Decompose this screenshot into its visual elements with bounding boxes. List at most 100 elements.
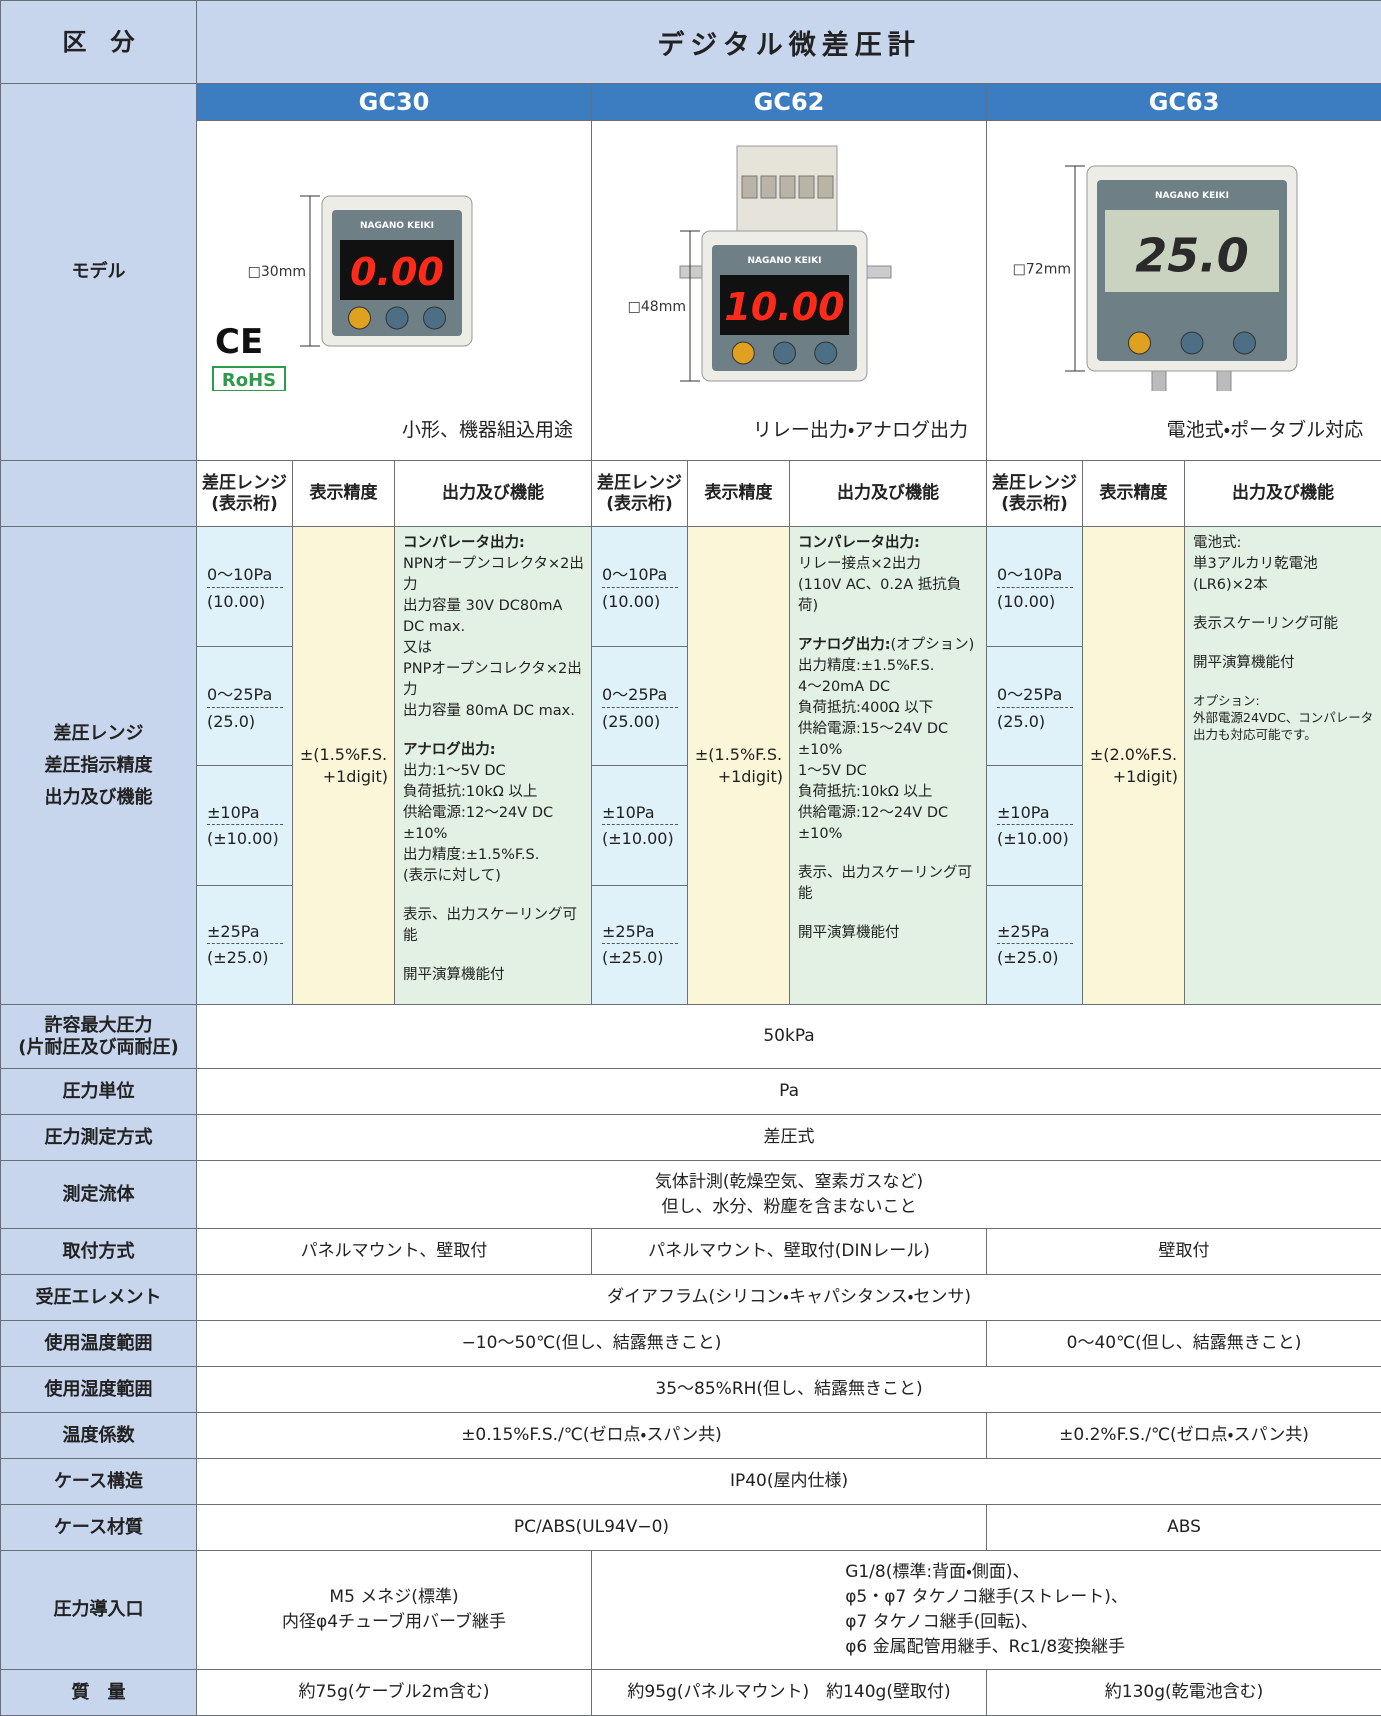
spec-value-line: ダイアフラム(シリコン・キャパシタンス・センサ) — [197, 1285, 1381, 1310]
table-row: 質 量約75g(ケーブル2m含む)約95g(パネルマウント) 約140g(壁取付… — [1, 1670, 1381, 1716]
row-label: 許容最大圧力(片耐圧及び両耐圧) — [1, 1005, 197, 1069]
function-heading-text: コンパレータ出力: — [798, 535, 920, 551]
range: ±10Pa — [997, 803, 1073, 825]
function-line: 供給電源:12〜24V DC — [403, 803, 585, 824]
accuracy-line: +1digit) — [293, 766, 394, 788]
function-line: 開平演算機能付 — [798, 923, 980, 944]
row-label: 温度係数 — [1, 1413, 197, 1459]
function-block: 表示スケーリング可能 — [1193, 614, 1375, 635]
spec-value-line: パネルマウント、壁取付 — [197, 1239, 591, 1264]
spec-value: 50kPa — [197, 1005, 1381, 1069]
model-caption: リレー出力・アナログ出力 — [753, 415, 968, 442]
function-note-line: 外部電源24VDC、コンパレータ出力も対応可能です。 — [1193, 709, 1375, 743]
function-line: DC max. — [403, 617, 585, 638]
spec-value-line: 但し、水分、粉塵を含まないこと — [197, 1195, 1381, 1220]
functions-cell: 電池式:単3アルカリ乾電池(LR6)×2本表示スケーリング可能開平演算機能付オプ… — [1185, 527, 1381, 1005]
range-digits: (25.0) — [997, 708, 1082, 731]
spec-value-line: 0〜40℃(但し、結露無きこと) — [987, 1331, 1381, 1356]
function-line: 出力容量 30V DC80mA — [403, 596, 585, 617]
table-row: 使用温度範囲−10〜50℃(但し、結露無きこと)0〜40℃(但し、結露無きこと) — [1, 1321, 1381, 1367]
row-label: 圧力測定方式 — [1, 1115, 197, 1161]
range: 0〜25Pa — [207, 681, 283, 708]
dimension-label: □48mm — [628, 299, 686, 315]
range-digits: (±25.0) — [207, 944, 292, 967]
range: ±25Pa — [207, 922, 283, 944]
function-line: 出力容量 80mA DC max. — [403, 701, 585, 722]
brand: NAGANO KEIKI — [748, 256, 822, 266]
range: 0〜10Pa — [997, 561, 1073, 588]
spec-value: PC/ABS(UL94V−0) — [197, 1505, 987, 1551]
function-line: リレー接点×2出力 — [798, 554, 980, 575]
function-line: 表示スケーリング可能 — [1193, 614, 1375, 635]
spec-value-line: 差圧式 — [197, 1125, 1381, 1150]
function-block: 開平演算機能付 — [1193, 653, 1375, 674]
model-name: GC63 — [987, 84, 1381, 121]
dimension-label: □30mm — [248, 264, 306, 280]
row-label-line: 温度係数 — [1, 1425, 196, 1447]
functions-cell: コンパレータ出力:リレー接点×2出力(110V AC、0.2A 抵抗負荷)アナロ… — [790, 527, 987, 1005]
spec-value: ABS — [987, 1505, 1381, 1551]
spec-value: ダイアフラム(シリコン・キャパシタンス・センサ) — [197, 1275, 1381, 1321]
range: 0〜25Pa — [602, 681, 678, 708]
spec-value-block: −10〜50℃(但し、結露無きこと) — [197, 1331, 986, 1356]
terminal — [780, 176, 795, 198]
spec-value-block: 35〜85%RH(但し、結露無きこと) — [197, 1377, 1381, 1402]
row-label: 質 量 — [1, 1670, 197, 1716]
range-digits: (±10.00) — [997, 825, 1082, 848]
nozzle — [867, 266, 891, 278]
spec-value: 約95g(パネルマウント) 約140g(壁取付) — [592, 1670, 987, 1716]
row-label: 圧力単位 — [1, 1069, 197, 1115]
function-line: 表示、出力スケーリング可能 — [403, 905, 585, 947]
spec-header: 出力及び機能 — [790, 461, 987, 527]
spec-value: パネルマウント、壁取付 — [197, 1229, 592, 1275]
function-line: (110V AC、0.2A 抵抗負荷) — [798, 575, 980, 617]
function-line: 負荷抵抗:400Ω 以下 — [798, 698, 980, 719]
row-label-line: 圧力単位 — [1, 1081, 196, 1103]
function-line: ±10% — [798, 824, 980, 845]
row-label-line: ケース材質 — [1, 1517, 196, 1539]
row-label: 圧力導入口 — [1, 1551, 197, 1670]
spec-header-line: 表示精度 — [1083, 483, 1184, 504]
button — [732, 342, 754, 364]
button — [386, 307, 408, 329]
function-line: 単3アルカリ乾電池 — [1193, 554, 1375, 575]
row-label-line: 許容最大圧力 — [1, 1015, 196, 1037]
accuracy-cell: ±(1.5%F.S.+1digit) — [293, 527, 395, 1005]
spec-value-line: 約75g(ケーブル2m含む) — [197, 1680, 591, 1705]
spec-header: 差圧レンジ(表示桁) — [197, 461, 293, 527]
model-caption: 電池式・ポータブル対応 — [1167, 415, 1363, 442]
blank-label — [1, 461, 197, 527]
range-cell: ±25Pa(±25.0) — [987, 885, 1083, 1005]
spec-value-block: 壁取付 — [987, 1239, 1381, 1264]
range-section-label-line: 差圧レンジ — [1, 718, 196, 750]
function-heading: コンパレータ出力: — [798, 533, 980, 554]
spec-header: 差圧レンジ(表示桁) — [592, 461, 688, 527]
spec-value-block: パネルマウント、壁取付 — [197, 1239, 591, 1264]
spec-header: 出力及び機能 — [395, 461, 592, 527]
function-note: オプション:外部電源24VDC、コンパレータ出力も対応可能です。 — [1193, 692, 1375, 743]
dimension-label: □72mm — [1013, 262, 1071, 278]
spec-header-line: 表示精度 — [293, 483, 394, 504]
table-row: 取付方式パネルマウント、壁取付パネルマウント、壁取付(DINレール)壁取付 — [1, 1229, 1381, 1275]
function-line: 4〜20mA DC — [798, 677, 980, 698]
spec-header-line: 差圧レンジ — [197, 473, 292, 494]
model-name: GC30 — [197, 84, 592, 121]
spec-value: G1/8(標準:背面・側面)、φ5・φ7 タケノコ継手(ストレート)、φ7 タケ… — [592, 1551, 1381, 1670]
accuracy-line: +1digit) — [1083, 766, 1184, 788]
spec-value-block: 約130g(乾電池含む) — [987, 1680, 1381, 1705]
button — [1234, 332, 1256, 354]
range-digits: (±25.0) — [602, 944, 687, 967]
spec-value-block: ダイアフラム(シリコン・キャパシタンス・センサ) — [197, 1285, 1381, 1310]
spec-value-block: PC/ABS(UL94V−0) — [197, 1515, 986, 1540]
spec-value: ±0.2%F.S./℃(ゼロ点・スパン共) — [987, 1413, 1381, 1459]
row-label: 受圧エレメント — [1, 1275, 197, 1321]
spec-value: ±0.15%F.S./℃(ゼロ点・スパン共) — [197, 1413, 987, 1459]
spec-value-line: ±0.2%F.S./℃(ゼロ点・スパン共) — [987, 1423, 1381, 1448]
table-row: 測定流体気体計測(乾燥空気、窒素ガスなど)但し、水分、粉塵を含まないこと — [1, 1161, 1381, 1229]
function-block: 表示、出力スケーリング可能 — [403, 905, 585, 947]
spec-header-line: (表示桁) — [987, 494, 1082, 515]
spec-value-line: φ6 金属配管用継手、Rc1/8変換継手 — [845, 1635, 1128, 1660]
